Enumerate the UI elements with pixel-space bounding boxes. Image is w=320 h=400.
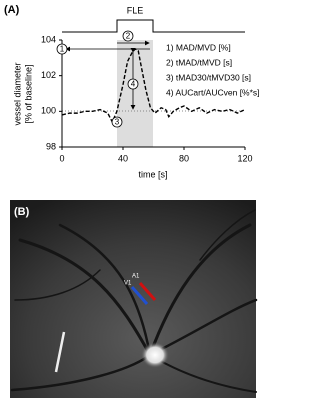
marker-label: 2 <box>126 32 131 41</box>
x-tick-label: 0 <box>59 153 64 163</box>
optic-disc <box>141 342 169 368</box>
stimulus-label: FLE <box>127 5 144 15</box>
y-tick-label: 98 <box>46 141 56 151</box>
panel-a: (A) FLE vessel diameter [% of baseline] … <box>4 4 260 179</box>
marker-circle <box>111 116 123 128</box>
vein-label: V1 <box>124 281 132 287</box>
y-axis-label: [% of baseline] <box>23 64 33 123</box>
legend-item: 2) tMAD/tMVD [s] <box>166 57 232 67</box>
y-tick-label: 104 <box>41 34 56 44</box>
artery-label: A1 <box>132 274 140 280</box>
marker-circle <box>56 43 68 55</box>
x-axis-label: time [s] <box>138 169 167 179</box>
y-tick-label: 102 <box>41 70 56 80</box>
legend-item: 4) AUCart/AUCven [%*s] <box>166 87 260 97</box>
y-axis-label: vessel diameter <box>12 62 22 125</box>
artery-segment <box>138 282 157 301</box>
y-tick-label: 100 <box>41 106 56 116</box>
marker-label: 4 <box>131 80 136 89</box>
stimulus-shade <box>117 40 153 147</box>
x-tick-label: 40 <box>118 153 128 163</box>
marker-circle <box>122 30 134 42</box>
panel-b: (B) A1 V1 <box>10 200 258 398</box>
figure: (A) FLE vessel diameter [% of baseline] … <box>4 4 260 398</box>
marker-circle <box>127 78 139 90</box>
legend-item: 1) MAD/MVD [%] <box>166 42 231 52</box>
legend-item: 3) tMAD30/tMVD30 [s] <box>166 72 251 82</box>
marker-label: 3 <box>115 118 120 127</box>
vein-segment <box>130 286 149 305</box>
marker-label: 1 <box>60 45 65 54</box>
vessels <box>10 209 258 393</box>
panel-label: (A) <box>4 4 20 16</box>
x-tick-label: 80 <box>179 153 189 163</box>
reflex <box>54 331 66 373</box>
stimulus-trace <box>62 19 245 33</box>
data-line <box>61 48 246 124</box>
panel-label: (B) <box>14 206 30 218</box>
x-tick-label: 120 <box>237 153 252 163</box>
